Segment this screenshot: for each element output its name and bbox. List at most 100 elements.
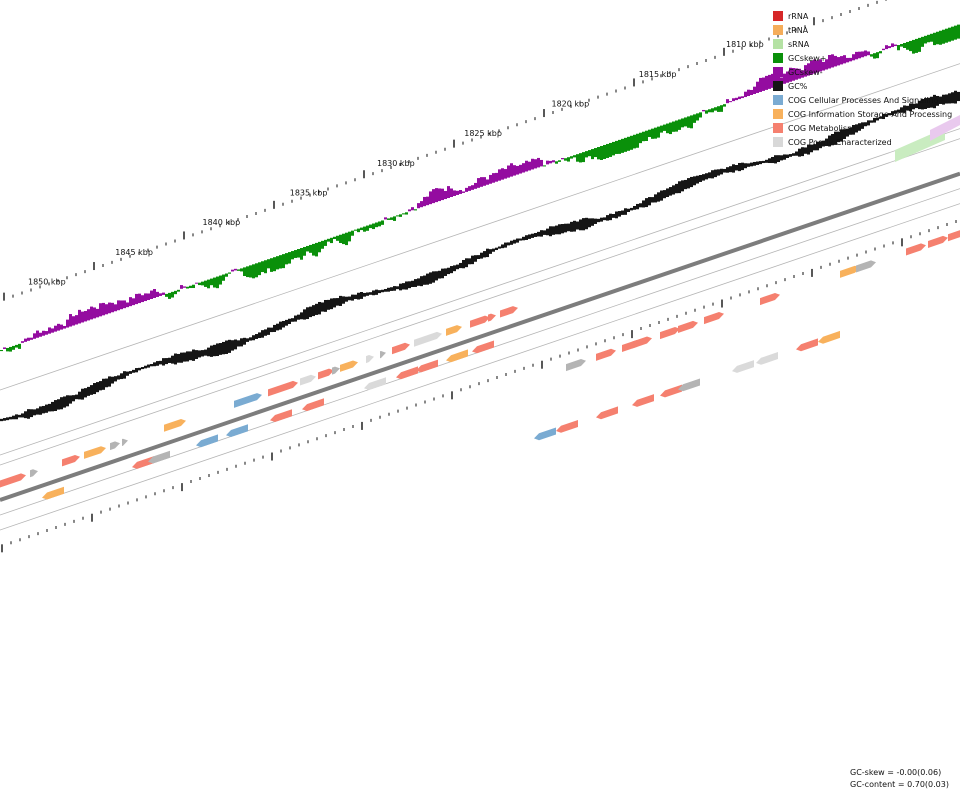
gc-content-bar: [207, 347, 210, 357]
gc-content-bar: [363, 292, 366, 297]
gc-content-bar: [864, 122, 867, 127]
gc-skew-negative-bar: [303, 246, 306, 256]
gc-skew-negative-bar: [324, 239, 327, 246]
gc-content-bar: [321, 302, 324, 312]
legend-item: COG Metabolism: [773, 121, 952, 135]
gc-skew-negative-bar: [690, 115, 693, 129]
gc-skew-negative-bar: [216, 276, 219, 289]
gene-forward-poor: [30, 469, 38, 478]
gc-content-bar: [816, 141, 819, 151]
gc-skew-positive-bar: [60, 324, 63, 330]
gc-skew-positive-bar: [531, 158, 534, 170]
gc-skew-positive-bar: [162, 292, 165, 295]
legend-swatch: [773, 25, 783, 35]
gc-skew-negative-bar: [657, 126, 660, 138]
gene-forward-poor: [332, 366, 340, 375]
gc-skew-negative-bar: [288, 252, 291, 264]
gc-content-bar: [552, 226, 555, 235]
gc-content-bar: [723, 168, 726, 173]
gc-skew-negative-bar: [678, 119, 681, 130]
gc-content-bar: [711, 170, 714, 179]
gc-skew-negative-bar: [906, 41, 909, 50]
gc-content-bar: [894, 110, 897, 114]
gc-skew-positive-bar: [474, 182, 477, 189]
gc-content-bar: [453, 265, 456, 272]
gc-skew-negative-bar: [378, 221, 381, 227]
gc-content-bar: [447, 267, 450, 275]
gc-skew-negative-bar: [381, 220, 384, 225]
gc-content-bar: [759, 161, 762, 165]
gc-skew-negative-bar: [645, 130, 648, 141]
gc-content-bar: [432, 271, 435, 283]
gc-content-bar: [777, 155, 780, 163]
gc-content-bar: [672, 185, 675, 195]
gc-content-bar: [807, 144, 810, 155]
gc-content-bar: [255, 334, 258, 339]
gene-reverse-cellular: [534, 427, 556, 441]
gc-skew-negative-bar: [720, 105, 723, 112]
gc-skew-positive-bar: [786, 71, 789, 83]
gene-forward-metabolism: [62, 455, 80, 467]
gc-content-bar: [270, 327, 273, 333]
gc-content-bar: [414, 279, 417, 287]
gc-content-bar: [6, 417, 9, 421]
gc-skew-positive-bar: [87, 309, 90, 321]
gc-skew-negative-bar: [648, 129, 651, 138]
gc-content-bar: [66, 395, 69, 407]
gc-skew-positive-bar: [417, 203, 420, 209]
gc-skew-positive-bar: [27, 337, 30, 341]
gc-content-bar: [735, 165, 738, 171]
gc-content-bar: [213, 344, 216, 357]
gc-content-bar: [606, 215, 609, 221]
gc-content-bar: [24, 411, 27, 419]
gc-content-bar: [297, 314, 300, 320]
gc-skew-negative-bar: [387, 218, 390, 220]
gc-skew-positive-bar: [891, 43, 894, 48]
gc-skew-positive-bar: [69, 314, 72, 327]
gc-content-bar: [942, 94, 945, 105]
gc-skew-negative-bar: [705, 110, 708, 114]
legend-swatch: [773, 109, 783, 119]
gc-content-bar: [633, 206, 636, 210]
gc-content-bar: [75, 394, 78, 400]
gc-skew-negative-bar: [177, 289, 180, 292]
gc-content-bar: [147, 364, 150, 368]
gc-content-bar: [384, 288, 387, 292]
gc-content-bar: [162, 358, 165, 366]
gc-content-bar: [129, 371, 132, 374]
gc-content-bar: [192, 349, 195, 361]
gc-skew-positive-bar: [828, 54, 831, 69]
gc-content-bar: [12, 415, 15, 420]
gc-content-bar: [603, 217, 606, 221]
gene-reverse-metabolism: [796, 338, 818, 352]
gc-skew-negative-bar: [579, 153, 582, 163]
gc-content-bar: [795, 151, 798, 156]
gc-content-bar: [486, 248, 489, 258]
gc-content-bar: [879, 116, 882, 119]
gc-skew-negative-bar: [300, 248, 303, 260]
gc-content-bar: [858, 123, 861, 131]
gc-content-bar: [291, 318, 294, 322]
gc-skew-positive-bar: [477, 178, 480, 188]
gc-content-bar: [474, 255, 477, 262]
gc-skew-positive-bar: [75, 315, 78, 325]
gc-skew-positive-bar: [702, 109, 705, 112]
gc-skew-positive-bar: [819, 59, 822, 72]
gc-content-bar: [924, 98, 927, 109]
gc-content-bar: [501, 244, 504, 249]
gc-content-bar: [390, 287, 393, 291]
gc-skew-negative-bar: [252, 264, 255, 279]
gc-content-bar: [675, 183, 678, 194]
gc-skew-negative-bar: [219, 275, 222, 285]
legend-item: COG Poorly Characterized: [773, 135, 952, 149]
gc-skew-positive-bar: [825, 59, 828, 70]
gc-skew-positive-bar: [36, 330, 39, 338]
gc-skew-positive-bar: [501, 168, 504, 180]
gc-skew-negative-bar: [207, 279, 210, 289]
gene-forward-metabolism: [760, 293, 780, 306]
gc-content-bar: [465, 258, 468, 268]
gc-skew-positive-bar: [144, 293, 147, 302]
gene-reverse-metabolism: [632, 394, 654, 407]
gc-content-bar: [876, 117, 879, 121]
gc-content-bar: [930, 96, 933, 108]
